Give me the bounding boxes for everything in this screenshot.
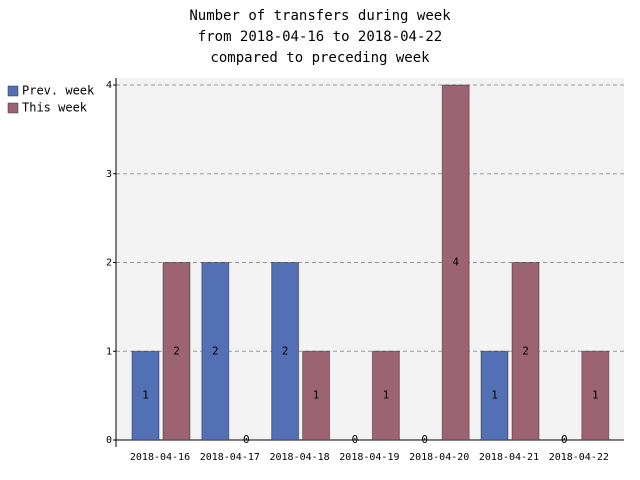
x-tick-label: 2018-04-18 [269, 452, 329, 463]
x-tick-label: 2018-04-20 [409, 452, 469, 463]
y-tick-label: 0 [106, 435, 112, 446]
value-label: 2 [282, 344, 289, 357]
x-tick-label: 2018-04-19 [339, 452, 399, 463]
value-label: 2 [212, 344, 219, 357]
legend-label: Prev. week [22, 84, 95, 98]
value-label: 1 [313, 389, 320, 402]
y-tick-label: 2 [106, 258, 112, 269]
bar [271, 262, 300, 441]
value-label: 1 [592, 389, 599, 402]
bar [441, 84, 470, 441]
x-tick-label: 2018-04-22 [549, 452, 609, 463]
value-label: 2 [522, 344, 529, 357]
x-tick-label: 2018-04-16 [130, 452, 190, 463]
chart-title: Number of transfers during week [189, 8, 451, 24]
bar [371, 350, 400, 441]
value-label: 2 [173, 344, 180, 357]
bar [201, 262, 230, 441]
x-tick-label: 2018-04-17 [200, 452, 260, 463]
value-label: 0 [561, 433, 568, 446]
y-tick-label: 3 [106, 169, 112, 180]
legend-swatch [7, 102, 19, 114]
bar [162, 262, 191, 441]
bar [511, 262, 540, 441]
bar [581, 350, 610, 441]
y-tick-label: 1 [106, 346, 112, 357]
chart-title: compared to preceding week [210, 50, 430, 66]
legend-label: This week [22, 101, 88, 115]
chart-title: from 2018-04-16 to 2018-04-22 [198, 29, 442, 45]
bar [131, 350, 160, 441]
value-label: 0 [243, 433, 250, 446]
y-tick-label: 4 [106, 80, 112, 91]
value-label: 0 [421, 433, 428, 446]
value-label: 1 [383, 389, 390, 402]
plot-background [116, 78, 624, 440]
x-tick-label: 2018-04-21 [479, 452, 539, 463]
value-label: 1 [142, 389, 149, 402]
value-label: 4 [452, 256, 459, 269]
value-label: 0 [352, 433, 359, 446]
legend-swatch [7, 85, 19, 97]
bar [302, 350, 331, 441]
value-label: 1 [491, 389, 498, 402]
bar [480, 350, 509, 441]
